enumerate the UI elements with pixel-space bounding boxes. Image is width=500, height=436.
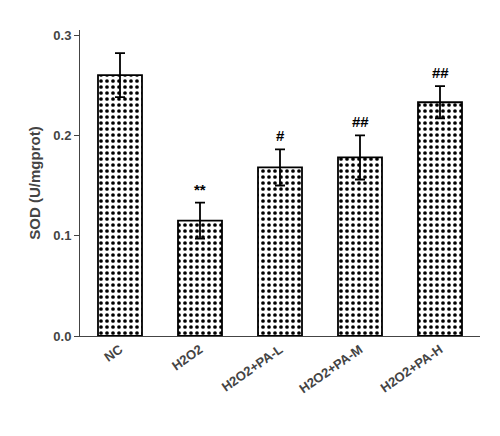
svg-text:H2O2: H2O2 <box>169 342 205 374</box>
svg-text:0.1: 0.1 <box>53 228 71 243</box>
svg-text:0.0: 0.0 <box>53 329 71 344</box>
svg-text:NC: NC <box>101 341 125 364</box>
svg-text:H2O2+PA-H: H2O2+PA-H <box>378 342 446 396</box>
svg-text:**: ** <box>194 181 206 198</box>
svg-text:H2O2+PA-L: H2O2+PA-L <box>219 342 286 395</box>
svg-text:H2O2+PA-M: H2O2+PA-M <box>296 342 365 397</box>
svg-text:0.3: 0.3 <box>53 28 71 43</box>
svg-text:##: ## <box>432 64 449 81</box>
svg-text:#: # <box>276 127 285 144</box>
svg-text:##: ## <box>352 113 369 130</box>
svg-text:0.2: 0.2 <box>53 128 71 143</box>
svg-text:SOD (U/mgprot): SOD (U/mgprot) <box>26 126 43 239</box>
